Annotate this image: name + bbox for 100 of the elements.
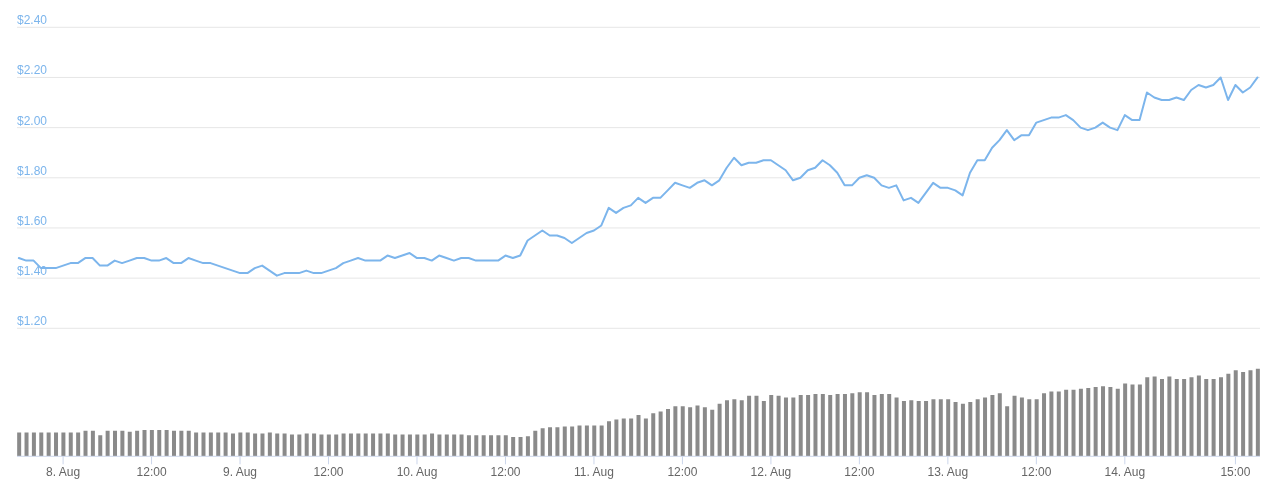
bar [297,434,302,457]
bar [1012,395,1017,457]
bar [1101,386,1106,457]
bar [761,401,766,457]
bar [548,427,553,457]
bar [371,433,376,457]
bar [1005,406,1010,457]
bar [312,433,317,457]
bar [1130,384,1135,457]
x-tick-label: 12:00 [667,464,698,479]
bar [245,432,250,457]
bar [1189,377,1194,457]
bar [857,392,862,457]
bar [621,418,626,457]
bar [459,434,464,457]
bar [688,407,693,457]
bar [1218,377,1223,457]
bar [702,407,707,457]
bar [1211,379,1216,457]
x-tick-label: 15:00 [1220,464,1251,479]
bar [113,430,118,457]
bar [400,434,405,457]
bar [850,393,855,457]
bar [24,432,29,457]
bar [562,426,567,457]
bar [1241,372,1246,457]
bar [90,430,95,457]
bar [393,434,398,457]
bar [629,418,634,457]
bar [1137,384,1142,457]
bar [717,403,722,457]
bar [223,432,228,457]
bar [363,433,368,457]
bar [378,433,383,457]
bar [46,432,51,457]
bar [422,434,427,457]
bar [997,393,1002,457]
y-tick-label: $1.60 [17,213,48,228]
bar [1196,375,1201,457]
y-tick-label: $2.20 [17,63,48,78]
bar [1152,376,1157,457]
x-tick-label: 8. Aug [46,464,81,479]
bar [540,428,545,457]
bar [334,434,339,457]
y-tick-label: $2.00 [17,113,48,128]
bar [289,434,294,457]
bar [872,394,877,457]
x-tick-label: 12:00 [490,464,521,479]
bar [39,432,44,457]
x-tick-label: 10. Aug [396,464,438,479]
bar [946,399,951,457]
bar [1108,387,1113,457]
bar [887,394,892,457]
bar [61,432,66,457]
bar [747,395,752,457]
bar [909,400,914,457]
bar [157,429,162,457]
bar [1123,383,1128,457]
y-tick-label: $1.20 [17,314,48,329]
bar [739,400,744,457]
bar [1226,373,1231,457]
bar [865,392,870,457]
bar [525,436,530,457]
bar [186,430,191,457]
bar [577,425,582,457]
bar [1174,379,1179,457]
bar [584,425,589,457]
bar [76,432,81,457]
bar [643,418,648,457]
bar [658,411,663,457]
bar [127,431,132,457]
x-tick-label: 11. Aug [574,464,614,479]
bar [275,433,280,457]
bar [496,435,501,457]
bar [710,409,715,457]
bar [983,397,988,457]
bar [806,394,811,457]
x-tick-label: 12:00 [136,464,167,479]
bar [437,434,442,457]
bar [1167,376,1172,457]
bar [1071,389,1076,457]
bar [953,401,958,457]
bar [98,435,103,457]
bar [518,437,523,457]
bar [348,433,353,457]
x-tick-label: 9. Aug [223,464,258,479]
bar [194,432,199,457]
bar [385,433,390,457]
bar [54,432,59,457]
bar [1115,388,1120,457]
bar [341,433,346,457]
bar [1086,387,1091,457]
bar [820,394,825,457]
bar [813,394,818,457]
y-tick-label: $2.40 [17,13,48,28]
bar [260,433,265,457]
bar [319,434,324,457]
bar [466,435,471,457]
bar [356,433,361,457]
bar [879,394,884,457]
